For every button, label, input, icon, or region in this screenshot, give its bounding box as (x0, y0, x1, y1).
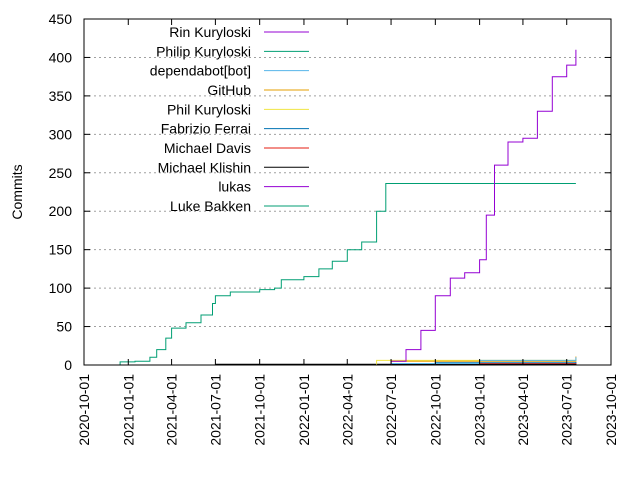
x-tick-label: 2022-04-01 (339, 374, 355, 446)
axes: 0 50 100 150 200 250 300 350 400 450 2020-10-01 202… (49, 11, 619, 446)
x-tick-label: 2023-10-01 (603, 374, 619, 446)
grid-lines (84, 56, 611, 328)
y-tick-label: 300 (49, 126, 73, 142)
legend-label: Luke Bakken (170, 198, 251, 214)
legend-label: GitHub (207, 82, 251, 98)
x-tick-label: 2021-04-01 (164, 374, 180, 446)
x-tick-label: 2021-01-01 (120, 374, 136, 446)
legend-label: dependabot[bot] (150, 63, 251, 79)
legend-label: Philip Kuryloski (156, 43, 251, 59)
x-tick-label: 2021-10-01 (252, 374, 268, 446)
y-tick-label: 150 (49, 242, 73, 258)
x-tick-label: 2022-07-01 (383, 374, 399, 446)
legend-label: Michael Davis (164, 140, 251, 156)
x-tick-label: 2021-07-01 (207, 374, 223, 446)
y-tick-label: 100 (49, 280, 73, 296)
y-tick-label: 400 (49, 49, 73, 65)
y-tick-label: 450 (49, 11, 73, 27)
y-tick-label: 50 (56, 319, 72, 335)
y-axis-label: Commits (9, 164, 25, 219)
x-tick-label: 2022-10-01 (427, 374, 443, 446)
x-tick-label: 2022-01-01 (296, 374, 312, 446)
legend-label: Michael Klishin (158, 159, 251, 175)
legend-label: lukas (218, 179, 251, 195)
legend-label: Fabrizio Ferrai (161, 121, 251, 137)
y-tick-label: 200 (49, 203, 73, 219)
x-tick-label: 2023-01-01 (472, 374, 488, 446)
legend-label: Rin Kuryloski (169, 24, 251, 40)
x-tick-label: 2023-04-01 (515, 374, 531, 446)
y-tick-label: 350 (49, 88, 73, 104)
legend-label: Phil Kuryloski (167, 101, 251, 117)
x-tick-label: 2023-07-01 (559, 374, 575, 446)
series-line (383, 49, 577, 366)
y-tick-label: 0 (64, 357, 72, 373)
legend: Rin Kuryloski Philip Kuryloski dependabot[… (150, 24, 309, 214)
x-tick-label: 2020-10-01 (76, 374, 92, 446)
y-tick-label: 250 (49, 165, 73, 181)
series-line (113, 183, 576, 366)
